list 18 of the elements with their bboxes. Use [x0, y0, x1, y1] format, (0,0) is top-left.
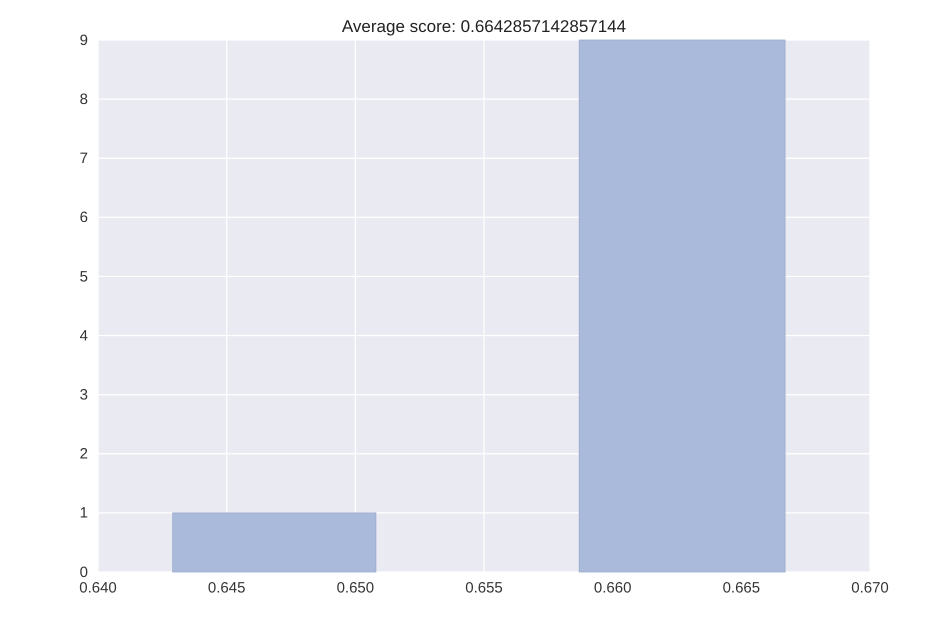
y-tick-label: 0: [80, 564, 88, 581]
y-tick-label: 7: [80, 150, 88, 168]
y-tick-label: 5: [80, 268, 88, 286]
y-tick-label: 6: [80, 209, 88, 226]
x-tick-label: 0.655: [465, 580, 503, 597]
x-tick-label: 0.665: [722, 580, 760, 597]
y-tick-label: 1: [80, 504, 88, 522]
x-tick-label: 0.640: [79, 580, 117, 597]
y-tick-label: 4: [80, 327, 88, 344]
chart-title: Average score: 0.6642857142857144: [342, 17, 626, 36]
y-tick-label: 8: [80, 90, 88, 108]
y-tick-label: 9: [80, 32, 88, 49]
y-tick-label: 3: [80, 386, 88, 404]
x-tick-label: 0.645: [208, 580, 246, 597]
x-tick-label: 0.650: [336, 580, 374, 597]
x-tick-label: 0.670: [851, 580, 889, 597]
y-tick-label: 2: [80, 446, 88, 463]
x-tick-label: 0.660: [594, 580, 632, 597]
